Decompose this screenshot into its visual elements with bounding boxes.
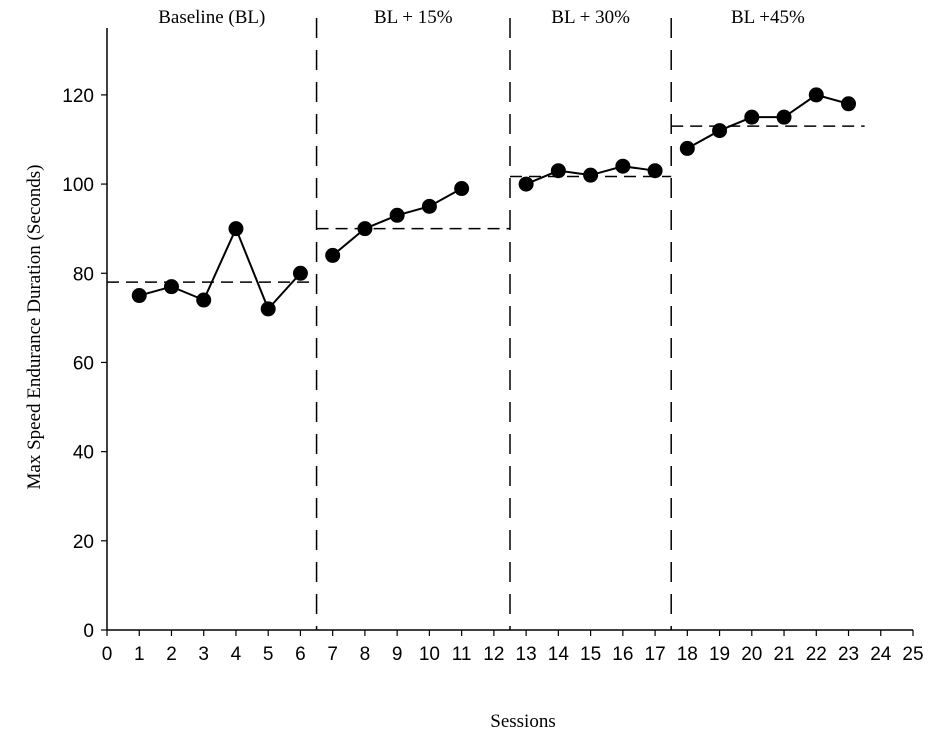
x-tick-label: 13 xyxy=(516,644,537,665)
x-tick-label: 21 xyxy=(773,644,794,665)
y-tick-label: 0 xyxy=(83,621,94,642)
data-point xyxy=(421,198,437,214)
data-point xyxy=(518,176,534,192)
data-point xyxy=(679,140,695,156)
x-tick-label: 12 xyxy=(483,644,504,665)
x-tick-label: 7 xyxy=(327,644,338,665)
y-tick-label: 100 xyxy=(62,175,94,196)
data-point xyxy=(228,221,244,237)
data-point xyxy=(260,301,276,317)
axes: 0 1 2 3 4 5 6 7 8 9 10 11 12 13 14 15 16 17 18 19 20 21 22 23 24… xyxy=(62,28,924,665)
phase-labels: Baseline (BL) BL + 15% BL + 30% BL +45% xyxy=(158,7,805,28)
phase-mean-lines xyxy=(107,125,865,283)
x-tick-label: 19 xyxy=(709,644,730,665)
x-tick-label: 0 xyxy=(102,644,113,665)
y-tick-label: 20 xyxy=(73,532,94,553)
data-point xyxy=(841,96,857,112)
phase-label: BL +45% xyxy=(731,7,805,28)
data-point xyxy=(583,167,599,183)
x-tick-label: 24 xyxy=(870,644,892,665)
data-point xyxy=(712,123,728,139)
data-point xyxy=(325,247,341,263)
x-tick-label: 25 xyxy=(902,644,923,665)
data-point xyxy=(292,265,308,281)
phase-label: Baseline (BL) xyxy=(158,7,265,28)
series-line xyxy=(686,93,849,150)
x-tick-label: 11 xyxy=(452,644,472,665)
x-tick-label: 9 xyxy=(392,644,403,665)
x-tick-label: 16 xyxy=(612,644,633,665)
x-tick-label: 5 xyxy=(263,644,274,665)
data-point xyxy=(454,181,470,197)
phase-change-lines xyxy=(315,18,672,630)
phase-label: BL + 30% xyxy=(551,7,630,28)
x-tick-label: 20 xyxy=(741,644,762,665)
data-point xyxy=(808,87,824,103)
x-tick-label: 22 xyxy=(806,644,827,665)
x-tick-label: 23 xyxy=(838,644,859,665)
data-point xyxy=(357,221,373,237)
x-tick-label: 1 xyxy=(134,644,145,665)
x-tick-label: 4 xyxy=(231,644,242,665)
x-tick-label: 2 xyxy=(166,644,177,665)
data-point xyxy=(647,163,663,179)
y-tick-label: 60 xyxy=(73,353,94,374)
data-point xyxy=(744,109,760,125)
x-tick-label: 10 xyxy=(419,644,440,665)
data-series xyxy=(131,87,857,317)
x-axis-title: Sessions xyxy=(490,711,555,732)
data-point xyxy=(131,288,147,304)
y-axis-title: Max Speed Endurance Duration (Seconds) xyxy=(24,164,45,489)
data-point xyxy=(776,109,792,125)
data-point xyxy=(615,158,631,174)
x-tick-label: 18 xyxy=(677,644,698,665)
y-tick-label: 80 xyxy=(73,264,94,285)
x-tick-label: 3 xyxy=(198,644,209,665)
data-point xyxy=(550,163,566,179)
data-point xyxy=(163,279,179,295)
data-point xyxy=(196,292,212,308)
x-tick-label: 14 xyxy=(548,644,570,665)
x-tick-label: 8 xyxy=(360,644,371,665)
x-tick-label: 6 xyxy=(295,644,306,665)
phase-label: BL + 15% xyxy=(374,7,453,28)
series-line xyxy=(138,226,302,311)
y-tick-label: 120 xyxy=(62,86,94,107)
x-tick-label: 17 xyxy=(645,644,666,665)
x-tick-label: 15 xyxy=(580,644,601,665)
data-point xyxy=(389,207,405,223)
y-tick-label: 40 xyxy=(73,443,94,464)
